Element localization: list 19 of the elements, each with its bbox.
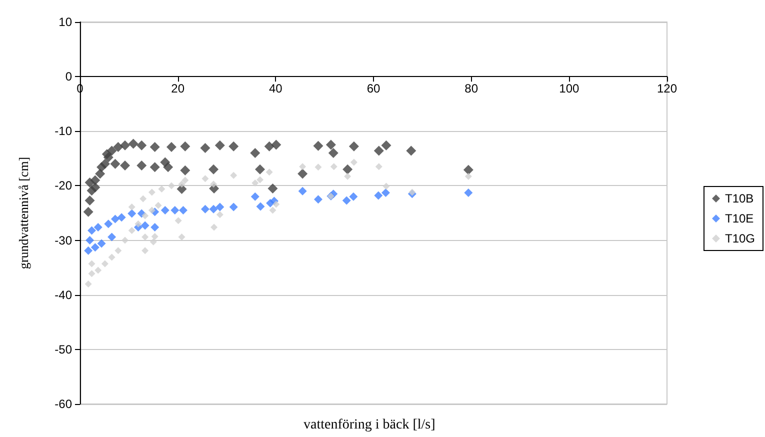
y-tick-label: -60: [54, 397, 72, 411]
legend-label: T10E: [724, 212, 754, 226]
x-axis-title: vattenföring i bäck [l/s]: [304, 418, 436, 432]
y-axis-title: grundvattennivå [cm]: [16, 156, 31, 270]
x-tick-label: 80: [464, 82, 478, 96]
x-tick-label: 40: [268, 82, 283, 96]
x-tick-label: 120: [656, 82, 678, 96]
y-tick-label: -20: [54, 178, 72, 193]
legend-label: T10G: [724, 232, 756, 246]
y-tick-label: 0: [65, 70, 72, 84]
x-tick-label: 100: [559, 82, 580, 96]
x-tick-label: 60: [366, 82, 380, 96]
y-tick-label: -40: [54, 288, 72, 302]
y-tick-label: 10: [58, 15, 72, 29]
y-tick-label: -50: [54, 342, 72, 356]
legend-label: T10B: [724, 192, 754, 206]
y-tick-label: -30: [54, 233, 72, 248]
y-tick-label: -10: [54, 124, 72, 138]
x-tick-label: 20: [171, 82, 185, 96]
